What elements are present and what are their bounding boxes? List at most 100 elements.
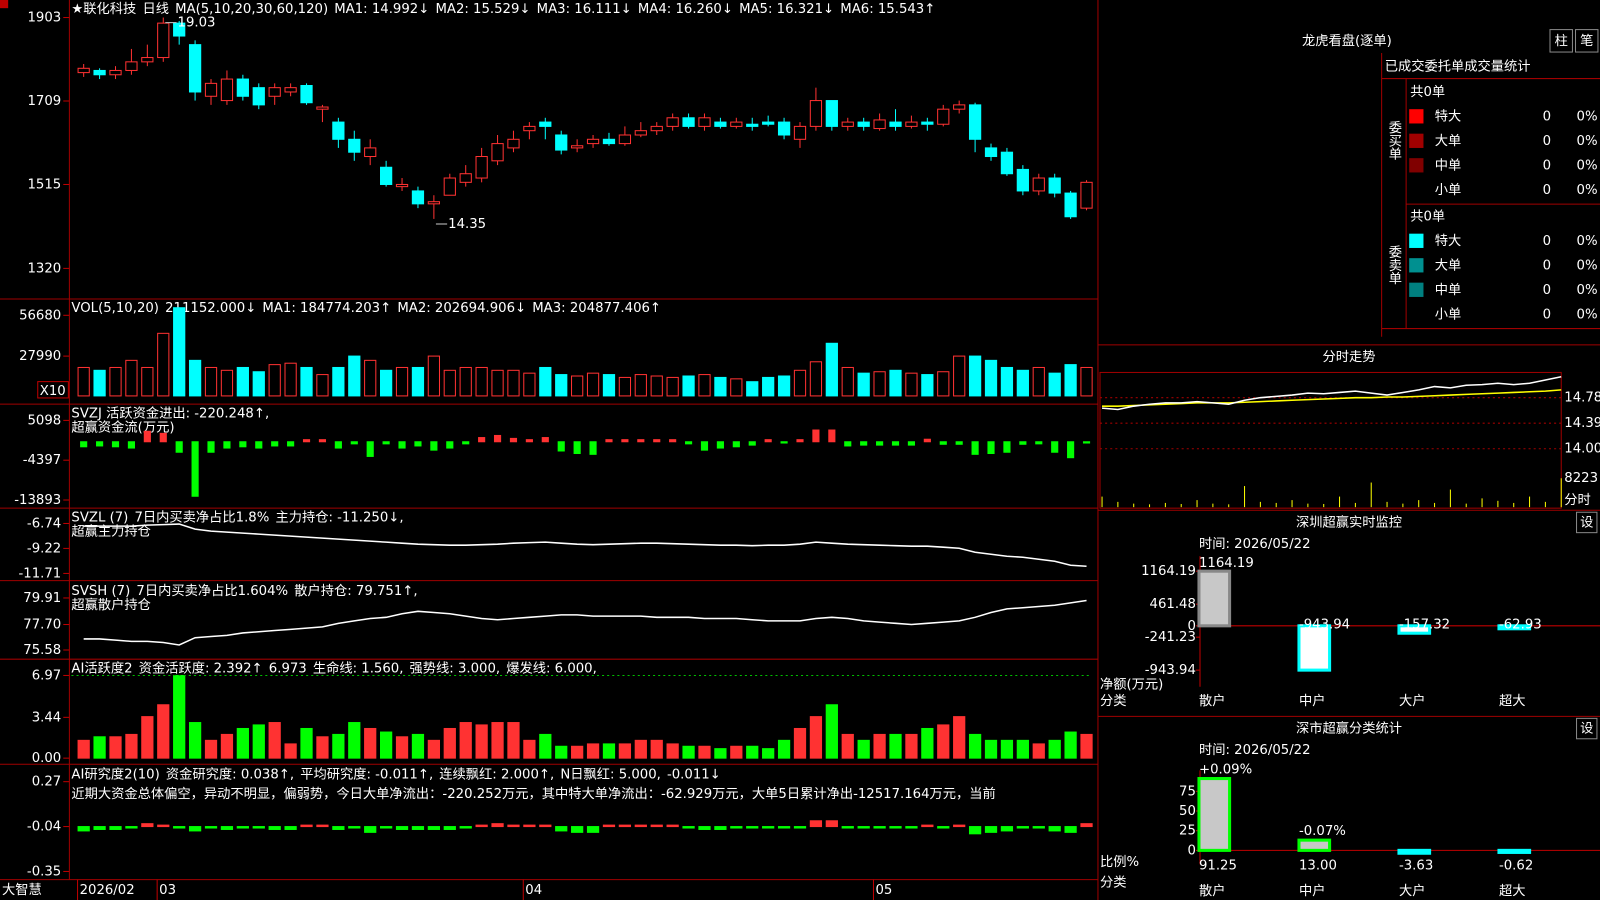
header-text: MA3: 204877.406↑ — [532, 301, 661, 316]
research-bar — [411, 826, 425, 830]
candle-body — [618, 134, 632, 145]
activity-bar — [762, 748, 775, 759]
activity-bar — [316, 736, 329, 759]
group-total: 共0单 — [1410, 84, 1445, 100]
settings-label[interactable]: 设 — [1580, 721, 1593, 737]
row-name: 中单 — [1435, 157, 1462, 173]
candle-body — [666, 117, 679, 127]
activity-bar — [618, 743, 632, 759]
y-tick-label: -4397 — [23, 453, 62, 468]
settings-button[interactable] — [1576, 717, 1598, 740]
volume-bar — [188, 359, 202, 397]
volume-bar — [93, 369, 106, 397]
header-text: SVZJ 活跃资金进出: -220.248↑, — [71, 405, 269, 421]
research-bar — [395, 826, 409, 830]
volume-bar — [793, 369, 807, 397]
settings-button[interactable] — [1576, 511, 1598, 534]
candle-body — [1064, 192, 1077, 218]
y-tick-label: 0 — [1187, 843, 1195, 858]
activity-bar — [984, 739, 998, 759]
y-tick-label: 1320 — [27, 261, 61, 276]
panel-subtitle: 超赢资金流(万元) — [71, 419, 174, 436]
sz_monitor-bar — [1497, 624, 1532, 631]
category-label: 超大 — [1499, 693, 1526, 709]
svzj-bar — [987, 441, 995, 455]
candle-body — [602, 138, 616, 145]
svzj-bar — [844, 441, 852, 447]
activity-bar — [268, 722, 281, 759]
research-bar — [427, 826, 441, 830]
y-tick-label: 1903 — [27, 11, 61, 26]
swatch — [1409, 158, 1424, 173]
category-label: 超大 — [1499, 883, 1526, 899]
candle-body — [746, 123, 759, 127]
activity-bar — [873, 733, 886, 759]
dragon-button-label[interactable]: 笔 — [1580, 33, 1593, 49]
svzj-bar — [907, 441, 916, 446]
header-text: 主力持仓: -11.250↓, — [275, 509, 403, 525]
candle-body — [857, 121, 870, 127]
header-text: 日线 — [142, 1, 169, 17]
svzj-bar — [334, 441, 342, 449]
svzj-bar — [175, 441, 183, 453]
value-label: -3.63 — [1399, 858, 1433, 873]
activity-bar — [141, 716, 154, 759]
svzj-bar — [430, 441, 438, 451]
x-tick-label: 05 — [876, 883, 893, 898]
volume-bar — [316, 374, 329, 397]
candle-body — [109, 69, 122, 76]
research-bar — [364, 826, 377, 833]
volume-bar — [698, 374, 711, 397]
value-label: 13.00 — [1299, 858, 1337, 873]
activity-bar — [1000, 739, 1014, 759]
activity-bar — [427, 739, 441, 759]
row-count: 0 — [1543, 307, 1551, 322]
activity-bar — [666, 743, 679, 759]
volume-bar — [507, 369, 520, 397]
activity-bar — [300, 727, 313, 759]
svzj-bar — [876, 441, 884, 446]
settings-label[interactable]: 设 — [1580, 514, 1593, 530]
candle-body — [316, 106, 329, 110]
sz_ratio-bar — [1197, 777, 1232, 852]
sz_monitor-title: 深圳超赢实时监控 — [1296, 513, 1402, 530]
svzj-bar — [318, 439, 327, 443]
activity-bar — [523, 739, 536, 759]
research-bar — [459, 826, 472, 829]
dragon-button[interactable] — [1575, 29, 1599, 53]
volume-bar — [252, 371, 265, 397]
row-pct: 0% — [1577, 258, 1598, 273]
candle-body — [252, 87, 265, 106]
research-bar — [1064, 826, 1077, 833]
volume-bar — [125, 359, 138, 397]
volume-bar — [1000, 366, 1014, 397]
volume-bar — [236, 366, 249, 397]
activity-bar — [459, 722, 472, 759]
dragon-button-label[interactable]: 柱 — [1555, 33, 1568, 49]
research-note: 近期大资金总体偏空，异动不明显，偏弱势，今日大单净流出：-220.252万元，其… — [71, 785, 995, 802]
candle-body — [714, 121, 727, 127]
row-count: 0 — [1543, 234, 1551, 249]
candle-body — [841, 121, 854, 127]
candle-body — [332, 121, 345, 140]
svzj-bar — [111, 441, 120, 448]
panel-subtitle: 超赢散户持仓 — [71, 596, 151, 613]
volume-bar — [109, 366, 122, 397]
research-bar — [968, 826, 982, 835]
swatch — [1409, 258, 1424, 273]
candle-body — [125, 61, 138, 71]
candle-body — [968, 104, 982, 140]
activity-bar — [491, 722, 504, 759]
y-tick-label: -943.94 — [1145, 663, 1196, 678]
svzj-bar — [191, 441, 199, 497]
y-tick-label: 50 — [1179, 804, 1196, 819]
candle-body — [682, 117, 695, 127]
swatch — [1409, 133, 1424, 148]
research-bar — [953, 824, 966, 828]
svzj-bar — [239, 441, 247, 448]
activity-bar — [650, 739, 663, 759]
volume-bar — [300, 366, 313, 397]
dragon-button[interactable] — [1549, 29, 1573, 53]
header-text: SVZL (7) — [71, 510, 128, 525]
